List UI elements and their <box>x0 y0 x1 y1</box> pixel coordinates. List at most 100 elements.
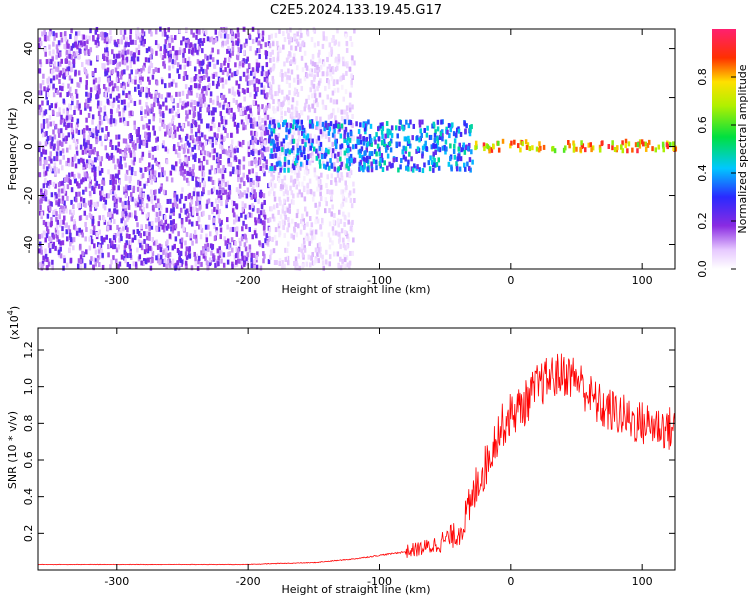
spectrogram-cell <box>198 43 202 49</box>
spectrogram-cell <box>58 111 61 117</box>
spectrogram-cell <box>309 119 312 125</box>
spectrogram-cell <box>344 33 348 39</box>
spectrogram-cell <box>89 149 92 155</box>
spectrogram-cell <box>162 140 165 146</box>
spectrogram-cell <box>346 172 349 178</box>
spectrogram-cell <box>100 235 103 241</box>
spectrogram-cell <box>59 119 63 125</box>
spectrogram-cell <box>226 48 229 54</box>
spectrogram-cell <box>231 86 235 92</box>
spectrogram-cell <box>197 191 200 197</box>
spectrogram-cell <box>226 259 230 265</box>
spectrogram-cell <box>248 244 252 250</box>
spectrogram-cell <box>263 71 266 77</box>
spectrogram-cell <box>302 239 306 245</box>
spectrogram-cell <box>136 247 139 253</box>
spectrogram-cell <box>314 202 317 208</box>
spectrogram-cell <box>238 61 242 67</box>
spectrogram-cell <box>254 121 257 127</box>
spectrogram-cell <box>40 188 43 194</box>
spectrogram-cell <box>53 35 56 41</box>
spectrogram-cell <box>287 100 291 106</box>
spectrogram-cell <box>288 122 291 128</box>
spectrogram-cell <box>104 199 108 205</box>
spectrogram-cell <box>212 107 215 113</box>
spectrogram-cell <box>178 134 181 140</box>
spectrogram-cell <box>672 141 675 147</box>
spectrogram-cell <box>172 207 175 213</box>
spectrogram-cell <box>63 188 66 194</box>
spectrogram-cell <box>144 259 148 265</box>
spectrogram-cell <box>171 202 175 208</box>
spectrogram-cell <box>68 60 71 66</box>
spectrogram-cell <box>336 157 339 163</box>
spectrogram-cell <box>327 122 330 128</box>
spectrogram-cell <box>319 141 323 147</box>
spectrogram-cell <box>233 121 237 127</box>
spectrogram-cell <box>169 214 172 220</box>
spectrogram-cell <box>62 208 65 214</box>
spectrogram-cell <box>111 103 115 109</box>
spectrogram-cell <box>166 198 170 204</box>
spectrogram-cell <box>48 248 52 254</box>
spectrogram-cell <box>103 205 107 211</box>
spectrogram-cell <box>320 172 323 178</box>
spectrogram-cell <box>322 163 326 169</box>
spectrogram-cell <box>434 149 437 155</box>
spectrogram-cell <box>202 180 206 186</box>
spectrogram-cell <box>230 35 234 41</box>
spectrogram-cell <box>195 220 199 226</box>
spectrogram-cell <box>324 259 328 265</box>
spectrogram-cell <box>193 76 197 82</box>
spectrogram-cell <box>613 146 617 152</box>
spectrogram-cell <box>49 78 53 84</box>
spectrogram-cell <box>284 247 287 253</box>
spectrogram-cell <box>120 236 123 242</box>
spectrogram-cell <box>598 144 602 150</box>
spectrogram-cell <box>242 172 245 178</box>
spectrogram-cell <box>344 61 348 67</box>
top-y-axis-label: Frequency (Hz) <box>6 108 19 191</box>
spectrogram-cell <box>107 131 110 137</box>
spectrogram-cell <box>251 67 255 73</box>
spectrogram-cell <box>39 83 42 89</box>
spectrogram-cell <box>115 247 119 253</box>
spectrogram-cell <box>147 57 151 63</box>
spectrogram-cell <box>202 165 205 171</box>
spectrogram-cell <box>129 39 133 45</box>
spectrogram-cell <box>161 54 165 60</box>
spectrogram-cell <box>330 179 333 185</box>
spectrogram-cell <box>249 117 252 123</box>
spectrogram-cell <box>227 45 230 51</box>
spectrogram-cell <box>305 261 309 267</box>
spectrogram-cell <box>114 59 118 65</box>
spectrogram-cell <box>333 40 337 46</box>
spectrogram-cell <box>469 127 472 133</box>
spectrogram-cell <box>86 173 89 179</box>
spectrogram-cell <box>265 74 269 80</box>
spectrogram-cell <box>93 176 97 182</box>
spectrogram-cell <box>325 71 329 77</box>
spectrogram-cell <box>56 111 59 117</box>
spectrogram-cell <box>183 100 186 106</box>
spectrogram-cell <box>138 199 142 205</box>
spectrogram-cell <box>72 58 76 64</box>
spectrogram-cell <box>316 186 319 192</box>
spectrogram-cell <box>403 136 407 142</box>
spectrogram-cell <box>82 161 86 167</box>
spectrogram-cell <box>257 33 261 39</box>
spectrogram-cell <box>257 40 260 46</box>
spectrogram-cell <box>138 99 142 105</box>
spectrogram-cell <box>243 89 246 95</box>
spectrogram-cell <box>283 37 287 43</box>
spectrogram-cell <box>178 47 182 53</box>
spectrogram-cell <box>82 133 86 139</box>
spectrogram-cell <box>85 35 88 41</box>
spectrogram-cell <box>105 36 109 42</box>
spectrogram-cell <box>285 156 289 162</box>
spectrogram-cell <box>96 257 100 263</box>
spectrogram-cell <box>265 71 268 77</box>
spectrogram-cell <box>337 56 341 62</box>
spectrogram-cell <box>542 144 546 150</box>
spectrogram-cell <box>162 227 166 233</box>
